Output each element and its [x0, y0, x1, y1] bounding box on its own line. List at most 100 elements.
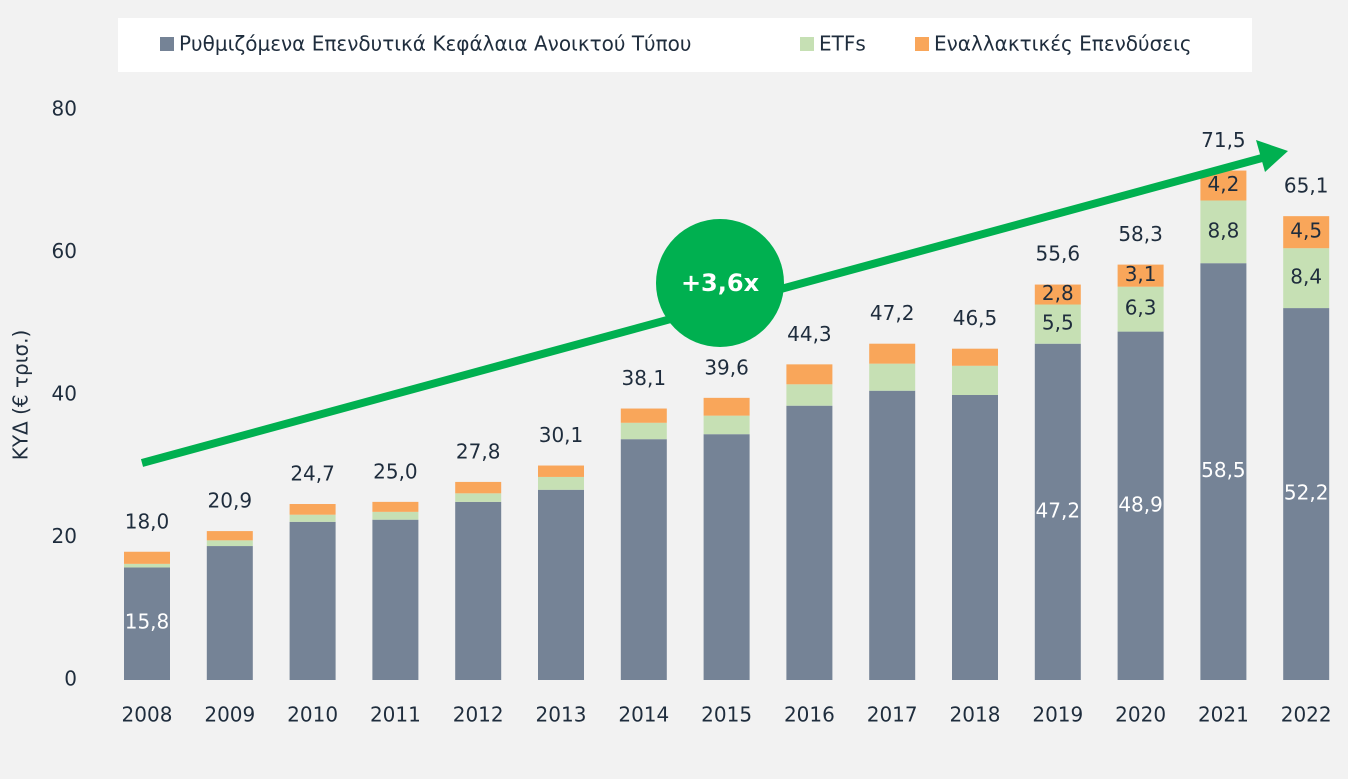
- arrow-head: [1256, 140, 1288, 172]
- x-tick-label: 2020: [1115, 703, 1166, 727]
- bar-segment: [1200, 200, 1247, 264]
- bar-segment: [206, 531, 253, 541]
- data-label: 8,4: [1290, 265, 1322, 289]
- x-tick-label: 2009: [204, 703, 255, 727]
- bar-segment: [1283, 308, 1330, 680]
- bar-segment: [703, 397, 750, 416]
- x-tick-label: 2010: [287, 703, 338, 727]
- bar-segment: [703, 434, 750, 680]
- y-tick-label: 40: [52, 382, 77, 406]
- legend-box: [118, 18, 1252, 72]
- data-label: 6,3: [1125, 296, 1157, 320]
- bar-segment: [289, 514, 336, 522]
- bar-segment: [703, 415, 750, 435]
- data-label: 4,5: [1290, 219, 1322, 243]
- bar-segment: [620, 439, 667, 680]
- data-label: 8,8: [1207, 218, 1239, 242]
- bar-segment: [620, 408, 667, 423]
- bar-segment: [952, 395, 998, 680]
- y-tick-label: 60: [52, 239, 77, 263]
- x-tick-label: 2019: [1032, 703, 1083, 727]
- bar-segment: [372, 511, 419, 520]
- bar-segment: [1283, 248, 1330, 309]
- legend-label: Εναλλακτικές Επενδύσεις: [934, 32, 1192, 56]
- data-label: 58,5: [1201, 458, 1246, 482]
- bar-segment: [538, 489, 584, 680]
- y-axis-label: ΚΥΔ (€ τρισ.): [9, 330, 33, 461]
- legend-label: ETFs: [819, 32, 866, 56]
- data-label: 47,2: [1036, 498, 1081, 522]
- bar-segment: [786, 384, 833, 406]
- x-tick-label: 2018: [950, 703, 1001, 727]
- total-label: 38,1: [622, 366, 667, 390]
- total-label: 71,5: [1201, 128, 1246, 152]
- bar-segment: [786, 405, 833, 680]
- bar-segment: [869, 390, 916, 680]
- total-label: 39,6: [704, 355, 749, 379]
- bar-segment: [455, 481, 502, 494]
- total-label: 25,0: [373, 459, 418, 483]
- bar-segment: [952, 348, 998, 366]
- x-tick-label: 2017: [867, 703, 918, 727]
- bar-segment: [455, 493, 502, 502]
- total-label: 18,0: [125, 509, 170, 533]
- bar-segment: [869, 343, 916, 364]
- bar-segment: [1034, 343, 1081, 680]
- bar-segment: [1117, 286, 1164, 332]
- legend-swatch: [800, 37, 814, 51]
- bar-segment: [1034, 304, 1081, 344]
- total-label: 30,1: [539, 423, 584, 447]
- total-label: 20,9: [208, 489, 253, 513]
- bar-segment: [372, 519, 419, 680]
- total-label: 47,2: [870, 301, 915, 325]
- data-label: 52,2: [1284, 481, 1329, 505]
- x-tick-label: 2016: [784, 703, 835, 727]
- legend-swatch: [915, 37, 929, 51]
- bar-segment: [1200, 263, 1247, 680]
- total-label: 58,3: [1118, 222, 1163, 246]
- bar-segment: [786, 364, 833, 385]
- bar-segment: [289, 504, 336, 515]
- total-label: 44,3: [787, 322, 832, 346]
- x-tick-label: 2022: [1281, 703, 1332, 727]
- bar-segment: [620, 422, 667, 440]
- y-tick-label: 0: [64, 667, 77, 691]
- bar-segment: [1117, 331, 1164, 680]
- total-label: 55,6: [1036, 241, 1081, 265]
- total-label: 27,8: [456, 439, 501, 463]
- x-tick-label: 2015: [701, 703, 752, 727]
- bar-segment: [372, 501, 419, 512]
- bar-segment: [538, 476, 584, 490]
- y-tick-label: 80: [52, 97, 77, 121]
- bar-segment: [869, 363, 916, 391]
- x-tick-label: 2011: [370, 703, 421, 727]
- x-tick-label: 2012: [453, 703, 504, 727]
- bar-segment: [124, 551, 170, 564]
- bar-segment: [124, 563, 170, 568]
- bar-segment: [289, 521, 336, 680]
- bar-segment: [206, 540, 253, 547]
- data-label: 3,1: [1125, 262, 1157, 286]
- legend-swatch: [160, 37, 174, 51]
- y-tick-label: 20: [52, 524, 77, 548]
- bar-segment: [455, 501, 502, 680]
- bar-segment: [1117, 264, 1164, 287]
- x-tick-label: 2014: [618, 703, 669, 727]
- bar-segment: [1034, 284, 1081, 305]
- total-label: 46,5: [953, 306, 998, 330]
- x-tick-label: 2013: [536, 703, 587, 727]
- annotation-circle: [656, 219, 784, 347]
- data-label: 2,8: [1042, 281, 1074, 305]
- x-tick-label: 2021: [1198, 703, 1249, 727]
- total-label: 65,1: [1284, 174, 1329, 198]
- bar-segment: [206, 546, 253, 680]
- bar-segment: [952, 365, 998, 395]
- bar-segment: [124, 567, 170, 680]
- data-label: 5,5: [1042, 311, 1074, 335]
- bar-segment: [538, 465, 584, 477]
- data-label: 15,8: [125, 610, 170, 634]
- annotation: +3,6x: [681, 269, 760, 297]
- legend-label: Ρυθμιζόμενα Επενδυτικά Κεφάλαια Ανοικτού…: [179, 32, 691, 56]
- data-label: 48,9: [1118, 492, 1163, 516]
